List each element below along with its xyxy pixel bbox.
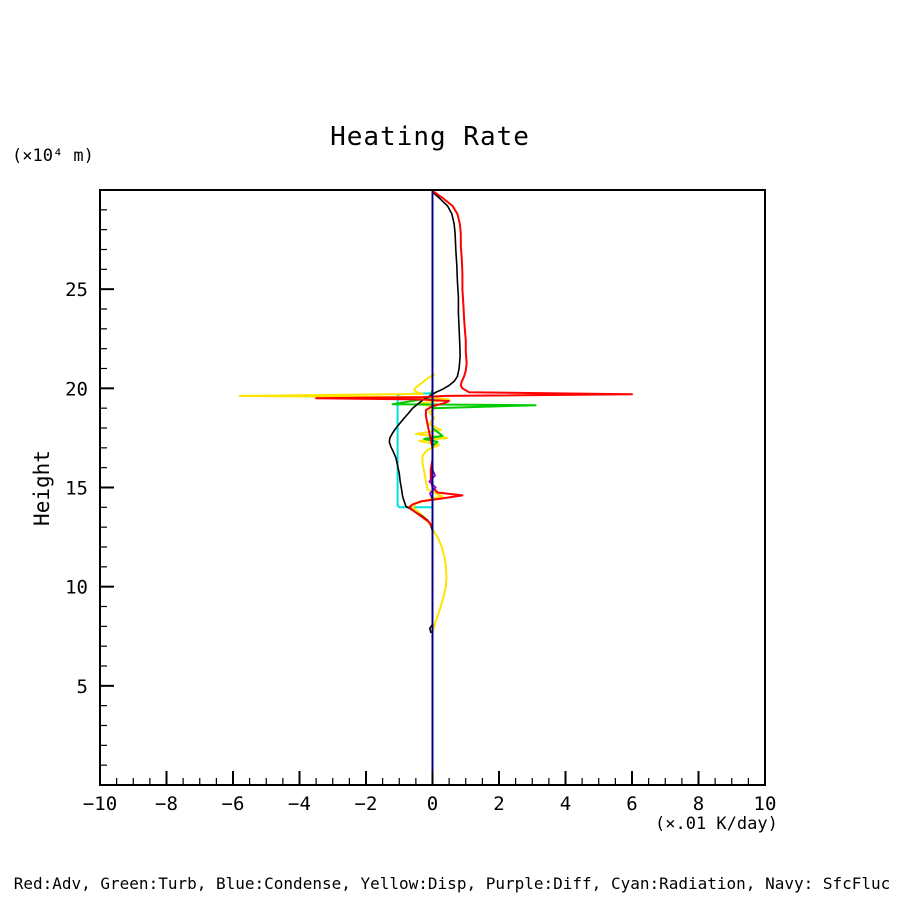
x-tick-label: −10 <box>83 793 117 815</box>
y-axis-unit-label: (×10⁴ m) <box>12 146 94 166</box>
y-tick-label: 10 <box>65 577 88 599</box>
y-tick-label: 25 <box>65 279 88 301</box>
x-tick-label: 4 <box>560 793 571 815</box>
x-tick-label: −4 <box>288 793 311 815</box>
x-tick-label: −8 <box>155 793 178 815</box>
series-line-adv <box>315 191 633 529</box>
x-tick-label: 8 <box>693 793 704 815</box>
series-line-unlabeled-black <box>388 191 461 634</box>
x-tick-label: 10 <box>754 793 777 815</box>
x-tick-label: −6 <box>222 793 245 815</box>
y-tick-label: 15 <box>65 478 88 500</box>
series-color-legend: Red:Adv, Green:Turb, Blue:Condense, Yell… <box>13 874 891 893</box>
x-tick-label: −2 <box>355 793 378 815</box>
x-axis-unit-label: (×.01 K/day) <box>655 814 778 834</box>
y-tick-label: 5 <box>77 676 88 698</box>
x-tick-label: 2 <box>493 793 504 815</box>
x-tick-label: 0 <box>427 793 438 815</box>
x-tick-label: 6 <box>626 793 637 815</box>
y-tick-label: 20 <box>65 378 88 400</box>
chart-title: Heating Rate <box>330 122 530 152</box>
series-line-turb <box>391 389 537 459</box>
